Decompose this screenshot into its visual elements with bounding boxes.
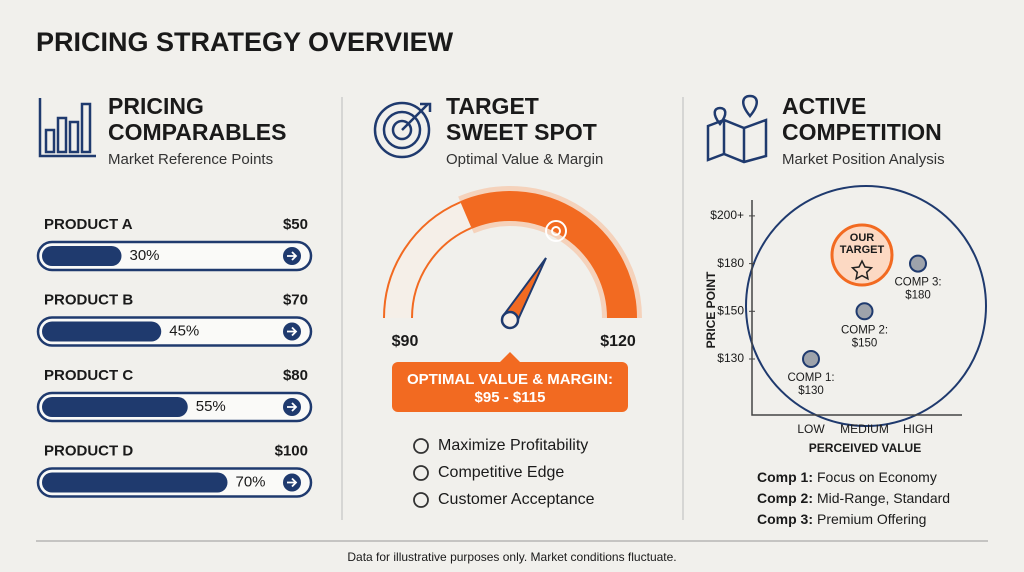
bar-label: 55% [196, 398, 226, 415]
note: Comp 1: Focus on Economy [757, 469, 937, 485]
benefit-icon [413, 438, 429, 454]
arrow-icon [287, 251, 298, 261]
bar-label: 30% [130, 247, 160, 264]
section-title: ACTIVE [782, 93, 866, 119]
note: Comp 2: Mid-Range, Standard [757, 490, 950, 506]
competitor-name: COMP 3: [894, 277, 941, 289]
note-text: Premium Offering [817, 511, 926, 527]
x-tick-label: LOW [797, 422, 825, 436]
x-axis-label: PERCEIVED VALUE [809, 441, 921, 455]
footer: Data for illustrative purposes only. Mar… [347, 550, 676, 564]
product-name: PRODUCT A [44, 216, 133, 233]
bar-label: 45% [169, 322, 199, 339]
gauge-max: $120 [600, 333, 636, 350]
bar [42, 472, 228, 493]
section-title: PRICING [108, 93, 204, 119]
x-tick-label: MEDIUM [840, 422, 889, 436]
competitor-price: $150 [852, 337, 878, 349]
product-price: $80 [283, 367, 308, 384]
competitor-point [855, 302, 874, 321]
target-icon [373, 101, 432, 159]
arrow-icon [287, 326, 298, 337]
product-name: PRODUCT C [44, 367, 133, 384]
arrow-icon [287, 477, 298, 488]
section-title: COMPARABLES [108, 119, 286, 145]
y-tick-label: $150 [717, 303, 744, 317]
section-title: SWEET SPOT [446, 119, 597, 145]
competitor-price: $180 [905, 290, 931, 302]
product-price: $100 [275, 442, 308, 459]
x-tick-label: HIGH [903, 422, 933, 436]
note-name: Comp 3: [757, 511, 813, 527]
bar-chart-icon [38, 98, 96, 158]
page-title: PRICING STRATEGY OVERVIEW [36, 27, 454, 57]
benefit: Customer Acceptance [438, 491, 595, 508]
product-name: PRODUCT B [44, 291, 133, 308]
note-text: Mid-Range, Standard [817, 490, 950, 506]
product-name: PRODUCT D [44, 442, 133, 459]
note-name: Comp 2: [757, 490, 813, 506]
note: Comp 3: Premium Offering [757, 511, 926, 527]
y-tick-label: $130 [717, 351, 744, 365]
bar [42, 321, 162, 342]
gauge-min: $90 [392, 333, 419, 350]
competitor-point [909, 254, 927, 273]
bar-label: 70% [236, 473, 266, 490]
competitor-price: $130 [798, 385, 824, 397]
product-price: $50 [283, 216, 308, 233]
bar [42, 246, 122, 266]
map-icon [706, 94, 768, 164]
product-price: $70 [283, 291, 308, 308]
competitor-name: COMP 1: [787, 372, 834, 384]
bar [42, 397, 188, 417]
target-label: OUR [850, 232, 875, 244]
callout-text: $95 - $115 [475, 389, 546, 406]
section-subtitle: Optimal Value & Margin [446, 151, 603, 168]
target-label: TARGET [840, 244, 885, 256]
gauge [383, 186, 642, 412]
note-name: Comp 1: [757, 469, 813, 485]
position-map [745, 185, 987, 427]
competitor-point [802, 350, 820, 368]
arrow-icon [287, 402, 298, 412]
competitor-name: COMP 2: [841, 324, 888, 336]
section-title: COMPETITION [782, 119, 942, 145]
y-axis-label: PRICE POINT [704, 271, 718, 348]
callout-text: OPTIMAL VALUE & MARGIN: [407, 371, 613, 388]
benefit-icon [413, 492, 429, 508]
benefit: Maximize Profitability [438, 437, 588, 454]
section-subtitle: Market Position Analysis [782, 151, 945, 168]
note-text: Focus on Economy [817, 469, 937, 485]
benefit-icon [413, 465, 429, 481]
y-tick-label: $200+ [710, 208, 744, 222]
y-tick-label: $180 [717, 256, 744, 270]
section-subtitle: Market Reference Points [108, 151, 273, 168]
benefit: Competitive Edge [438, 464, 564, 481]
section-title: TARGET [446, 93, 539, 119]
